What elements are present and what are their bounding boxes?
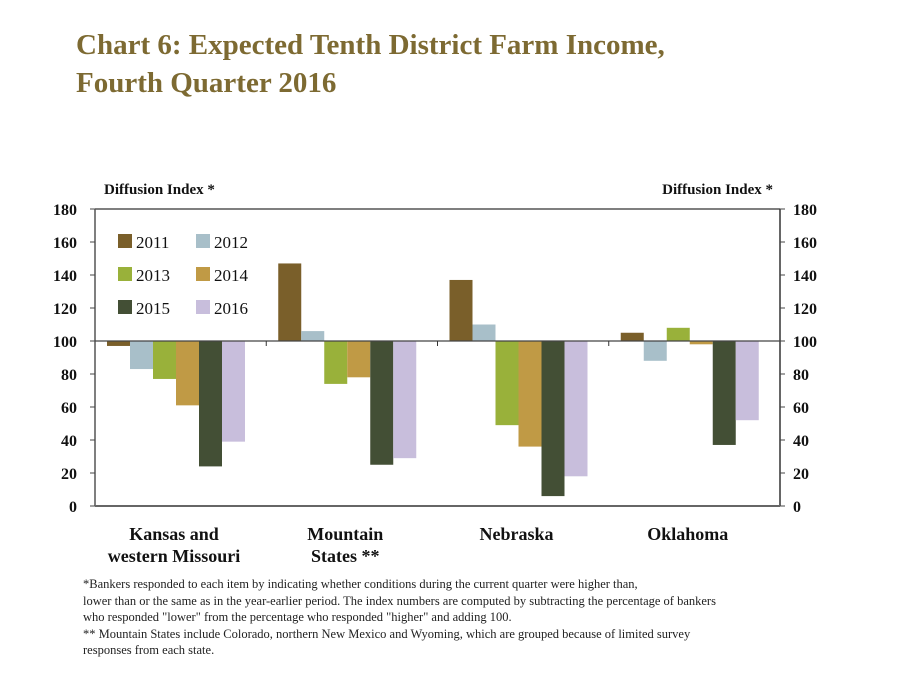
axes-group: 0 0 20 20 40 40 60 60 80 80 100 100 120 120 140 140 160 1… [53,202,817,516]
bar-2016-0 [222,341,245,442]
bar-2015-1 [370,341,394,465]
footnote-line: who responded "lower" from the percentag… [83,610,512,624]
bar-2013-3 [666,327,690,341]
bar-2013-2 [495,341,519,426]
bars-group [107,263,759,497]
category-label: Mountain [307,524,383,544]
left-tick-label: 100 [53,334,77,351]
left-tick-label: 80 [61,367,77,384]
right-tick-label: 180 [793,202,817,219]
bar-2013-0 [153,341,176,379]
bar-2016-1 [393,341,417,459]
right-tick-label: 140 [793,268,817,285]
bar-2014-2 [518,341,542,447]
bar-2011-3 [620,332,644,341]
legend-swatch-2015 [118,300,132,314]
left-tick-label: 120 [53,301,77,318]
bar-2011-1 [278,263,302,341]
bar-2012-0 [130,341,153,370]
legend-label-2014: 2014 [214,266,249,285]
bar-2016-3 [735,341,759,421]
bar-2015-0 [199,341,222,467]
right-tick-label: 80 [793,367,809,384]
right-tick-label: 0 [793,499,801,516]
right-tick-label: 120 [793,301,817,318]
legend-label-2015: 2015 [136,299,170,318]
bar-2014-0 [176,341,199,406]
category-label: States ** [311,546,380,566]
legend-swatch-2012 [196,234,210,248]
legend-swatch-2014 [196,267,210,281]
bar-2015-2 [541,341,565,497]
bar-2014-1 [347,341,371,378]
legend-swatch-2013 [118,267,132,281]
chart-title-line-2: Fourth Quarter 2016 [76,67,337,99]
footnotes: *Bankers responded to each item by indic… [83,576,863,659]
right-axis-title: Diffusion Index * [662,182,773,198]
legend-swatch-2011 [118,234,132,248]
left-tick-label: 20 [61,466,77,483]
left-axis-title: Diffusion Index * [104,182,215,198]
bar-2012-3 [643,341,667,361]
category-label: Kansas and [129,524,219,544]
legend-label-2013: 2013 [136,266,170,285]
legend-label-2011: 2011 [136,233,169,252]
bar-2011-0 [107,341,130,346]
left-tick-label: 160 [53,235,77,252]
left-tick-label: 60 [61,400,77,417]
footnote-line: *Bankers responded to each item by indic… [83,577,638,591]
left-tick-label: 40 [61,433,77,450]
chart-title: Chart 6: Expected Tenth District Farm In… [76,26,856,102]
right-tick-label: 160 [793,235,817,252]
legend: 2011 2012 2013 2014 2015 2016 [118,233,249,318]
bar-2013-1 [324,341,348,384]
bar-2015-3 [712,341,736,445]
footnote-line: ** Mountain States include Colorado, nor… [83,626,691,641]
legend-swatch-2016 [196,300,210,314]
footnote-line: lower than or the same as in the year-ea… [83,593,716,608]
left-tick-label: 140 [53,268,77,285]
bar-2011-2 [449,279,473,341]
chart-title-line-1: Chart 6: Expected Tenth District Farm In… [76,29,665,61]
legend-label-2016: 2016 [214,299,248,318]
right-tick-label: 60 [793,400,809,417]
right-tick-label: 100 [793,334,817,351]
left-tick-label: 180 [53,202,77,219]
left-tick-label: 0 [69,499,77,516]
category-label: western Missouri [108,546,240,566]
right-tick-label: 40 [793,433,809,450]
footnote-line: responses from each state. [83,643,215,657]
bar-2012-2 [472,324,496,341]
bar-2016-2 [564,341,588,477]
legend-label-2012: 2012 [214,233,248,252]
bar-chart: Diffusion Index * Diffusion Index * 0 0 20… [53,182,817,566]
bar-2012-1 [301,331,325,341]
right-tick-label: 20 [793,466,809,483]
bar-2014-3 [689,341,713,345]
category-label: Nebraska [479,524,553,544]
category-label: Oklahoma [647,524,728,544]
